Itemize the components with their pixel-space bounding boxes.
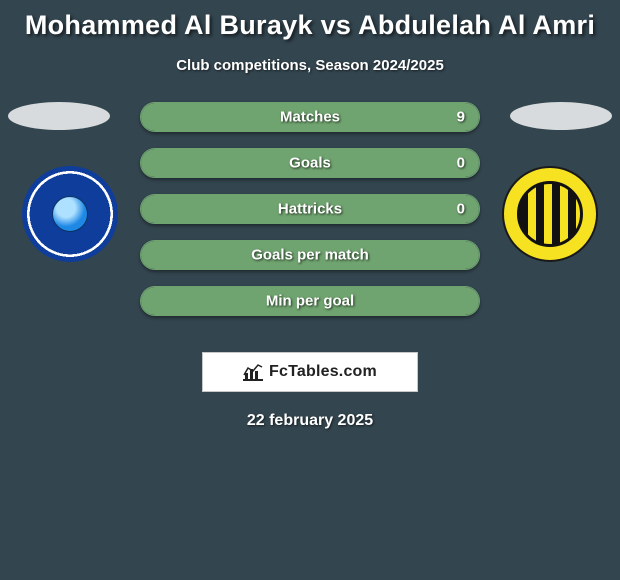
stat-bars: Matches 9 Goals 0 Hattricks 0 Goals per … — [140, 102, 480, 332]
stat-bar-min-per-goal: Min per goal — [140, 286, 480, 316]
stat-bar-hattricks: Hattricks 0 — [140, 194, 480, 224]
stat-bar-value-right: 0 — [457, 155, 465, 172]
stat-bar-label: Hattricks — [278, 201, 342, 218]
stat-bar-goals-per-match: Goals per match — [140, 240, 480, 270]
stat-bar-value-right: 9 — [457, 109, 465, 126]
stat-bar-goals: Goals 0 — [140, 148, 480, 178]
player-left-oval — [8, 102, 110, 130]
comparison-subtitle: Club competitions, Season 2024/2025 — [0, 57, 620, 74]
brand-chart-icon — [243, 363, 263, 381]
stat-bar-matches: Matches 9 — [140, 102, 480, 132]
player-right-oval — [510, 102, 612, 130]
brand-text: FcTables.com — [269, 363, 377, 381]
stat-bar-label: Goals — [289, 155, 331, 172]
comparison-stage: Matches 9 Goals 0 Hattricks 0 Goals per … — [0, 102, 620, 342]
stat-bar-label: Matches — [280, 109, 340, 126]
club-logo-right-inner-icon — [517, 181, 583, 247]
stat-bar-label: Min per goal — [266, 293, 354, 310]
club-logo-left-inner-icon — [52, 196, 88, 232]
brand-link[interactable]: FcTables.com — [202, 352, 418, 392]
stat-bar-label: Goals per match — [251, 247, 369, 264]
club-logo-right — [502, 166, 598, 262]
club-logo-left — [22, 166, 118, 262]
comparison-date: 22 february 2025 — [0, 412, 620, 430]
stat-bar-value-right: 0 — [457, 201, 465, 218]
comparison-title: Mohammed Al Burayk vs Abdulelah Al Amri — [0, 0, 620, 41]
